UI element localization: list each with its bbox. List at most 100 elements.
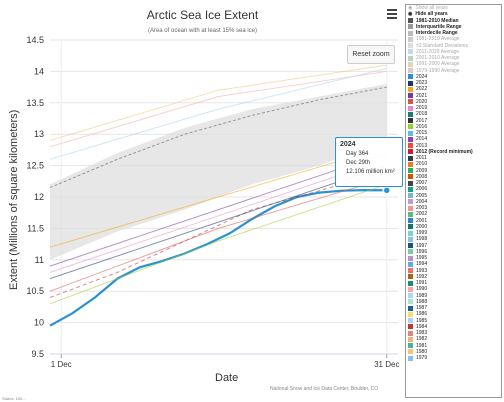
legend-item[interactable]: 2020 bbox=[406, 99, 501, 105]
legend-item[interactable]: 2003 bbox=[406, 205, 501, 211]
legend-item[interactable]: 1999 bbox=[406, 230, 501, 236]
legend-item[interactable]: 1989 bbox=[406, 293, 501, 299]
legend-swatch bbox=[408, 74, 413, 80]
status-text: Status: 100... bbox=[2, 396, 26, 401]
legend-swatch bbox=[408, 136, 413, 142]
tooltip-day: Day 364 bbox=[346, 151, 369, 157]
legend-item[interactable]: 1987 bbox=[406, 305, 501, 311]
legend-item[interactable]: 2000 bbox=[406, 224, 501, 230]
legend-item[interactable]: 1988 bbox=[406, 299, 501, 305]
legend-label: 2019 bbox=[416, 105, 428, 112]
legend-item[interactable]: 2009 bbox=[406, 168, 501, 174]
legend-item[interactable]: 1979-1990 Average bbox=[406, 68, 501, 74]
legend-label: 2015 bbox=[416, 130, 428, 137]
legend-item[interactable]: 1990 bbox=[406, 286, 501, 292]
legend-item[interactable]: 1986 bbox=[406, 311, 501, 317]
legend-label: 2006 bbox=[416, 186, 428, 193]
legend-label: 1993 bbox=[416, 267, 428, 274]
legend: ◉ Show all years ◉ Hide all years 1981-2010 … bbox=[405, 4, 502, 398]
legend-item[interactable]: 2008 bbox=[406, 174, 501, 180]
legend-swatch bbox=[408, 30, 413, 36]
legend-item[interactable]: 2021 bbox=[406, 93, 501, 99]
legend-label: 1981 bbox=[416, 342, 428, 349]
legend-label: 1990 bbox=[416, 286, 428, 293]
hamburger-menu-icon[interactable] bbox=[387, 9, 397, 19]
legend-item[interactable]: Interdecile Range bbox=[406, 30, 501, 36]
legend-item[interactable]: 2011 bbox=[406, 155, 501, 161]
legend-item[interactable]: 2007 bbox=[406, 180, 501, 186]
legend-item[interactable]: 2016 bbox=[406, 124, 501, 130]
legend-item[interactable]: 2022 bbox=[406, 86, 501, 92]
legend-item[interactable]: 2015 bbox=[406, 130, 501, 136]
legend-label: 2007 bbox=[416, 180, 428, 187]
legend-item[interactable]: 2014 bbox=[406, 136, 501, 142]
legend-item[interactable]: 1980 bbox=[406, 349, 501, 355]
series-2024-point bbox=[382, 186, 392, 195]
legend-item[interactable]: 2010 bbox=[406, 161, 501, 167]
y-tick-label: 13.5 bbox=[26, 98, 44, 108]
legend-item[interactable]: 2013 bbox=[406, 143, 501, 149]
legend-swatch bbox=[408, 186, 413, 192]
legend-item[interactable]: 1981 bbox=[406, 343, 501, 349]
legend-label: 2004 bbox=[416, 198, 428, 205]
legend-item[interactable]: 2017 bbox=[406, 118, 501, 124]
legend-label: 2011-2020 Average bbox=[416, 48, 460, 55]
legend-swatch bbox=[408, 218, 413, 224]
legend-item[interactable]: 2012 (Record minimum) bbox=[406, 149, 501, 155]
legend-label: 2024 bbox=[416, 73, 428, 80]
legend-item[interactable]: 1981-2010 Average bbox=[406, 36, 501, 42]
legend-item[interactable]: 1998 bbox=[406, 236, 501, 242]
series-2021-line bbox=[49, 152, 387, 267]
reset-zoom-button[interactable]: Reset zoom bbox=[347, 45, 395, 64]
legend-swatch bbox=[408, 255, 413, 261]
legend-item[interactable]: 1984 bbox=[406, 324, 501, 330]
legend-item[interactable]: 2024 bbox=[406, 74, 501, 80]
legend-label: 1998 bbox=[416, 236, 428, 243]
legend-item[interactable]: 2002 bbox=[406, 211, 501, 217]
legend-swatch bbox=[408, 36, 413, 42]
series-2024-line bbox=[49, 188, 387, 327]
credit-text[interactable]: National Snow and Ice Data Center, Bould… bbox=[270, 386, 379, 392]
legend-item[interactable]: 1995 bbox=[406, 255, 501, 261]
legend-swatch bbox=[408, 205, 413, 211]
legend-item[interactable]: 1996 bbox=[406, 249, 501, 255]
legend-item[interactable]: 1994 bbox=[406, 261, 501, 267]
legend-item[interactable]: 2005 bbox=[406, 193, 501, 199]
legend-item[interactable]: 1991 bbox=[406, 280, 501, 286]
legend-item[interactable]: 1992 bbox=[406, 274, 501, 280]
legend-swatch bbox=[408, 230, 413, 236]
legend-item[interactable]: 2023 bbox=[406, 80, 501, 86]
legend-label: 1983 bbox=[416, 330, 428, 337]
legend-swatch bbox=[408, 336, 413, 342]
legend-item[interactable]: Interquartile Range bbox=[406, 24, 501, 30]
legend-label: 1985 bbox=[416, 317, 428, 324]
legend-item[interactable]: ◉ Show all years bbox=[406, 5, 501, 11]
legend-item[interactable]: 1982 bbox=[406, 336, 501, 342]
legend-item[interactable]: ±2 Standard Deviations bbox=[406, 43, 501, 49]
legend-swatch bbox=[408, 118, 413, 124]
legend-item[interactable]: 2019 bbox=[406, 105, 501, 111]
series-2019-line bbox=[49, 158, 387, 273]
legend-item[interactable]: ◉ Hide all years bbox=[406, 11, 501, 17]
legend-swatch bbox=[408, 211, 413, 217]
legend-item[interactable]: 2001 bbox=[406, 218, 501, 224]
legend-item[interactable]: 2011-2020 Average bbox=[406, 49, 501, 55]
legend-item[interactable]: 1991-2000 Average bbox=[406, 61, 501, 67]
series-2022-line bbox=[49, 146, 387, 248]
legend-item[interactable]: 2004 bbox=[406, 199, 501, 205]
legend-item[interactable]: 2001-2010 Average bbox=[406, 55, 501, 61]
legend-item[interactable]: 2018 bbox=[406, 111, 501, 117]
legend-item[interactable]: 1997 bbox=[406, 243, 501, 249]
y-tick-label: 12.5 bbox=[26, 161, 44, 171]
series-1990-line bbox=[49, 70, 387, 148]
legend-item[interactable]: 1985 bbox=[406, 318, 501, 324]
legend-item[interactable]: 1993 bbox=[406, 268, 501, 274]
legend-item[interactable]: 1981-2010 Median bbox=[406, 18, 501, 24]
legend-swatch bbox=[408, 330, 413, 336]
legend-label: Interquartile Range bbox=[416, 23, 462, 30]
legend-item[interactable]: 1979 bbox=[406, 355, 501, 361]
legend-item[interactable]: 1983 bbox=[406, 330, 501, 336]
x-axis-label: Date bbox=[215, 372, 239, 384]
legend-swatch bbox=[408, 349, 413, 355]
legend-item[interactable]: 2006 bbox=[406, 186, 501, 192]
